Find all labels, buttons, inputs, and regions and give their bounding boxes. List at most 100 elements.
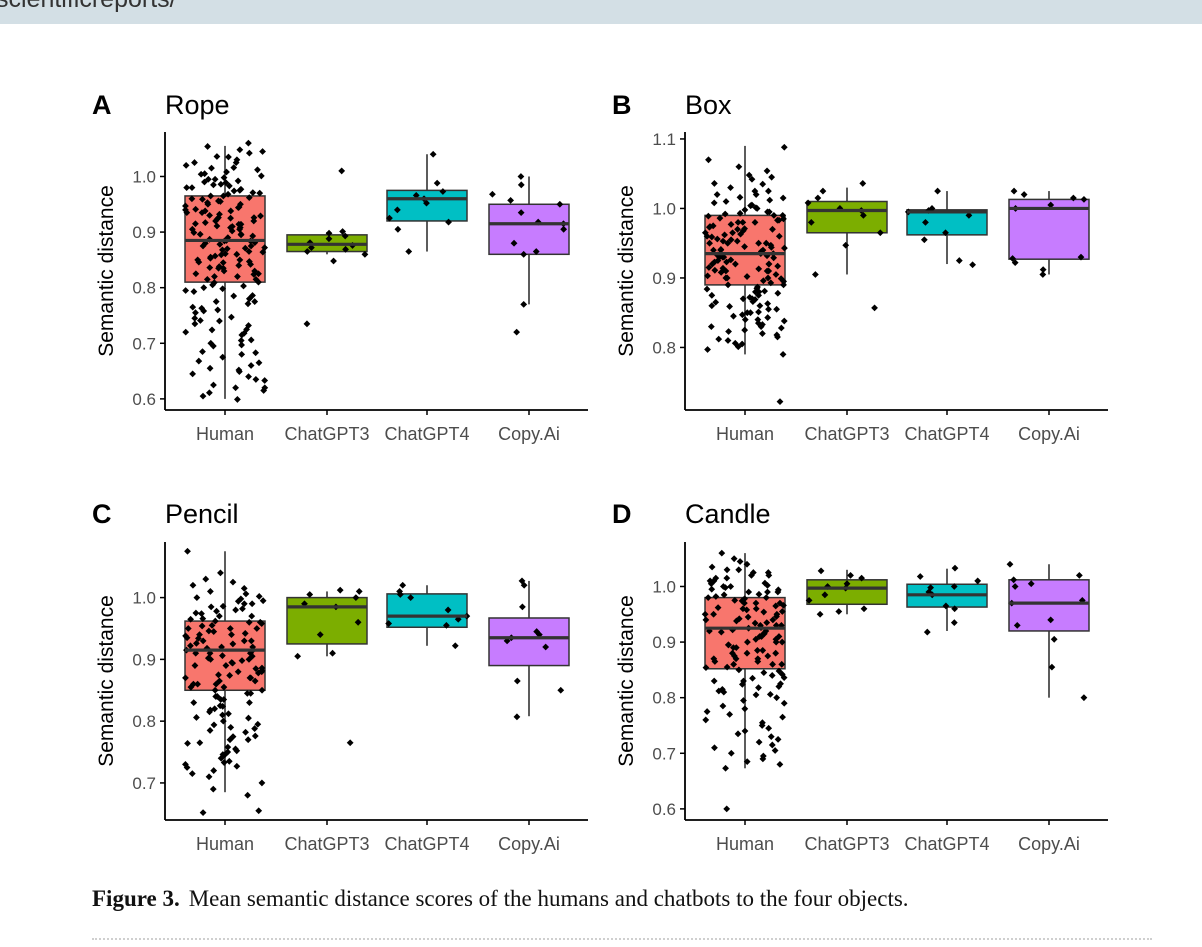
data-point <box>225 153 232 161</box>
data-point <box>859 180 867 187</box>
data-point <box>768 672 776 679</box>
data-point <box>193 639 200 647</box>
data-point <box>736 209 744 217</box>
data-point <box>923 628 931 636</box>
data-point <box>704 346 711 353</box>
data-point <box>713 191 721 198</box>
data-point <box>969 261 976 269</box>
data-point <box>928 205 936 212</box>
data-point <box>748 295 756 303</box>
data-point <box>247 637 255 645</box>
data-point <box>190 699 198 707</box>
data-point <box>238 657 246 665</box>
data-point <box>256 189 264 197</box>
data-point <box>767 279 775 287</box>
data-point <box>341 232 349 240</box>
y-tick-label: 0.9 <box>132 223 156 242</box>
x-tick-label: ChatGPT3 <box>284 834 369 854</box>
data-point <box>779 713 786 721</box>
data-point <box>517 181 525 189</box>
data-point <box>224 190 232 198</box>
data-point <box>835 608 843 615</box>
data-point <box>955 257 963 264</box>
data-point <box>243 325 250 333</box>
data-point <box>727 749 735 757</box>
data-point <box>184 547 191 555</box>
data-point <box>238 331 246 339</box>
data-point <box>210 628 218 635</box>
y-tick-label: 0.6 <box>132 390 156 409</box>
data-point <box>816 610 824 618</box>
data-point <box>214 306 222 314</box>
data-point <box>749 674 756 682</box>
data-point <box>819 187 827 195</box>
data-point <box>245 373 252 381</box>
data-point <box>205 389 213 397</box>
data-point <box>243 689 251 697</box>
data-point <box>705 223 713 231</box>
data-point <box>433 179 441 187</box>
data-point <box>241 630 249 637</box>
box-human <box>182 139 269 403</box>
data-point <box>223 245 231 253</box>
data-point <box>325 229 333 237</box>
data-point <box>777 324 785 332</box>
y-tick-label: 0.7 <box>132 334 156 353</box>
data-point <box>220 683 228 691</box>
data-point <box>711 744 718 752</box>
data-point <box>294 652 302 660</box>
data-point <box>768 173 776 181</box>
figure-caption: Figure 3. Mean semantic distance scores o… <box>92 886 909 912</box>
data-point <box>216 317 223 325</box>
panel-title: Box <box>685 90 732 120</box>
data-point <box>250 217 258 225</box>
data-point <box>210 767 218 774</box>
data-point <box>361 250 369 258</box>
data-point <box>237 231 245 239</box>
data-point <box>183 184 191 191</box>
data-point <box>780 699 788 707</box>
box-chatgpt3 <box>804 180 888 312</box>
data-point <box>204 143 212 150</box>
data-point <box>708 563 716 571</box>
data-point <box>859 212 867 219</box>
journal-name-fragment: scientificreports/ <box>0 0 177 14</box>
data-point <box>191 662 199 669</box>
data-point <box>222 179 230 186</box>
data-point <box>210 381 217 389</box>
data-point <box>306 591 314 598</box>
x-tick-label: Copy.Ai <box>1018 424 1080 444</box>
data-point <box>355 588 363 595</box>
data-point <box>922 218 929 226</box>
figure-3-boxplots: A Rope Semantic distance 0.6 0.7 0.8 0.9 1.0 Hum… <box>92 90 1108 854</box>
data-point <box>385 620 393 627</box>
data-point <box>741 225 748 232</box>
data-point <box>760 669 768 677</box>
data-point <box>215 671 222 679</box>
data-point <box>741 326 749 334</box>
data-point <box>192 205 200 213</box>
data-point <box>206 364 214 372</box>
data-point <box>228 631 235 639</box>
x-tick-label: Copy.Ai <box>498 424 560 444</box>
data-point <box>227 313 235 321</box>
data-point <box>756 302 764 310</box>
data-point <box>706 239 713 247</box>
data-point <box>192 270 200 278</box>
data-point <box>352 594 360 601</box>
data-point <box>240 637 248 645</box>
data-point <box>245 295 253 303</box>
data-point <box>192 609 200 617</box>
data-point <box>736 558 744 565</box>
chart-panel-box: B Box Semantic distance 0.8 0.9 1.0 1.1 Human Ch… <box>612 90 1108 444</box>
data-point <box>727 184 734 191</box>
data-point <box>916 573 924 580</box>
x-tick-label: ChatGPT4 <box>904 424 989 444</box>
data-point <box>780 143 788 151</box>
data-point <box>235 262 243 269</box>
data-point <box>766 196 774 204</box>
data-point <box>211 175 219 183</box>
data-point <box>234 668 242 676</box>
data-point <box>217 198 224 205</box>
data-point <box>244 736 252 744</box>
